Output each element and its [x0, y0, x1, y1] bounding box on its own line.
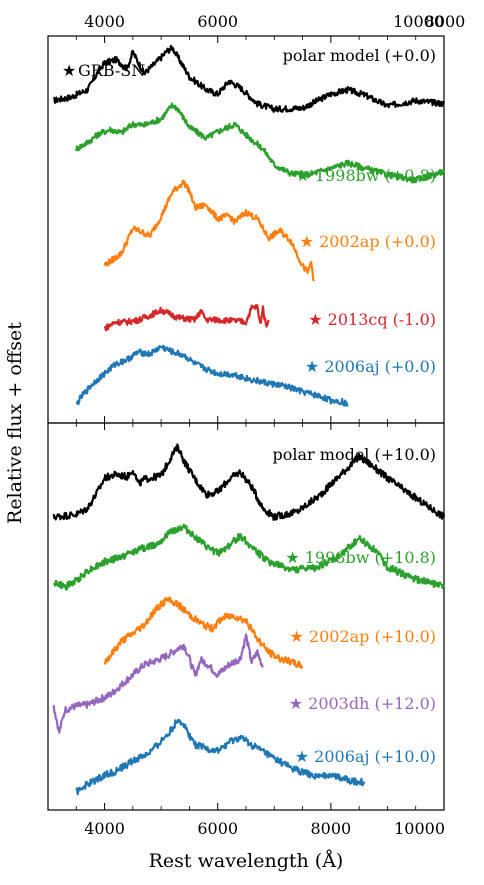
spectrum-line [52, 523, 445, 591]
series-label: ★ 2002ap (+0.0) [300, 232, 436, 251]
x-tick-label-bottom: 6000 [197, 819, 238, 838]
series-label: polar model (+0.0) [283, 46, 436, 65]
x-tick-label-top: 6000 [197, 12, 238, 31]
series-label: ★ 1998bw (+0.8) [295, 166, 436, 185]
top-panel-series [53, 44, 446, 407]
x-tick-label-bottom: 4000 [84, 819, 125, 838]
series-label: ★ 2002ap (+10.0) [289, 627, 436, 646]
spectrum-line [75, 102, 445, 184]
x-axis-title: Rest wavelength (Å) [149, 850, 344, 872]
legend: ★ GRB-SN [62, 61, 145, 80]
spectrum-line [52, 443, 446, 521]
x-tick-label-bottom: 10000 [394, 819, 445, 838]
series-label: ★ 1998bw (+10.8) [285, 548, 436, 567]
spectrum-line [103, 179, 315, 282]
bottom-panel-labels: polar model (+10.0) ★ 1998bw (+10.8) ★ 200… [273, 445, 437, 766]
series-label: ★ 2006aj (+0.0) [305, 357, 436, 376]
x-tick-label-bottom: 8000 [310, 819, 351, 838]
series-label: ★ 2013cq (-1.0) [308, 310, 436, 329]
bottom-panel-series [52, 443, 446, 796]
series-label: ★ 2006aj (+10.0) [295, 747, 436, 766]
bottom-axis-tick-labels: 4000 6000 8000 10000 [84, 819, 445, 838]
spectrum-line [53, 44, 446, 113]
x-tick-label-top: 10000 [393, 12, 444, 31]
spectrum-line [103, 596, 304, 669]
spectrum-line [103, 304, 270, 332]
spectrum-line [52, 633, 264, 734]
y-axis-title: Relative flux + offset [4, 322, 26, 524]
top-panel-ticks [75, 36, 445, 423]
x-tick-label-top: 4000 [84, 12, 125, 31]
top-panel: polar model (+0.0) ★ 1998bw (+0.8) ★ 2002a… [47, 35, 446, 424]
top-panel-labels: polar model (+0.0) ★ 1998bw (+0.8) ★ 2002a… [283, 46, 436, 376]
legend-star-icon: ★ [62, 61, 76, 80]
series-label: ★ 2003dh (+12.0) [289, 694, 436, 713]
spectrum-line [75, 718, 366, 796]
series-label: polar model (+10.0) [273, 445, 437, 464]
legend-label: GRB-SN [78, 61, 145, 80]
bottom-panel: polar model (+10.0) ★ 1998bw (+10.8) ★ 200… [47, 422, 446, 811]
bottom-panel-ticks [75, 423, 445, 810]
spectrum-line [75, 344, 349, 407]
x-tick-label-top: 8000 [425, 12, 466, 31]
